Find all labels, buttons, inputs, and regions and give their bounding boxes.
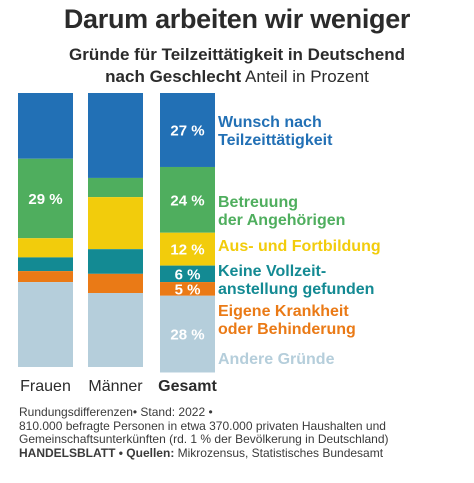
category-label: Frauen [20,378,71,395]
footnote-line-1: Rundungsdifferenzen• Stand: 2022 • [19,405,213,419]
subtitle-line-2: nach Geschlecht Anteil in Prozent [0,66,474,88]
bar-segment [18,93,73,159]
chart-footer: Rundungsdifferenzen• Stand: 2022 • 810.0… [19,405,464,461]
chart-title: Darum arbeiten wir weniger [63,4,411,34]
bar-segment [160,265,215,283]
legend-label: Betreuung [218,194,298,211]
bar-segment [88,93,143,178]
footnote-line-3: Gemeinschaftsunterkünften (rd. 1 % der B… [19,432,389,446]
category-label: Männer [88,378,143,395]
data-label: 6 % [175,266,201,283]
footnote-line-2: 810.000 befragte Personen in etwa 370.00… [19,418,386,433]
data-label: 24 % [170,192,204,209]
data-label: 12 % [170,242,204,259]
subtitle-line-1: Gründe für Teilzeittätigkeit in Deutsche… [69,45,405,64]
category-label: Gesamt [158,378,217,395]
bar-segment [88,293,143,367]
bar-segment [18,158,73,239]
chart-subtitle: Gründe für Teilzeittätigkeit in Deutsche… [0,44,474,88]
legend-label: Eigene Krankheit [218,303,349,320]
legend-label: der Angehörigen [218,212,345,229]
bar-segment [88,249,143,274]
legend-label: anstellung gefunden [218,281,374,298]
legend-label: Andere Gründe [218,351,335,368]
bar-segment [160,282,215,296]
bar-segment [160,93,215,167]
data-label: 29 % [28,191,62,208]
bar-segment [88,197,143,250]
legend-label: Aus- und Fortbildung [218,238,381,255]
bar-segment [18,282,73,367]
bar-segment [160,232,215,266]
legend-label: oder Behinderung [218,321,356,338]
data-label: 27 % [170,122,204,139]
bar-segment [18,257,73,272]
legend-label: Teilzeittätigkeit [218,132,333,149]
bar-segment [88,177,143,198]
bar-segment [18,238,73,258]
bar-segment [160,295,215,373]
source-text: Mikrozensus, Statistisches Bundesamt [174,445,384,460]
legend-label: Wunsch nach [218,114,322,131]
bar-segment [88,273,143,294]
data-label: 5 % [175,281,201,298]
bar-segment [18,271,73,283]
source-line: HANDELSBLATT • Quellen: Mikrozensus, Sta… [19,445,464,461]
subtitle-rest: Anteil in Prozent [241,67,369,86]
legend-label: Keine Vollzeit- [218,263,326,280]
bar-segment [160,166,215,233]
data-label: 28 % [170,327,204,344]
source-publisher: HANDELSBLATT • Quellen: [19,445,175,460]
subtitle-bold: nach Geschlecht [105,67,242,86]
